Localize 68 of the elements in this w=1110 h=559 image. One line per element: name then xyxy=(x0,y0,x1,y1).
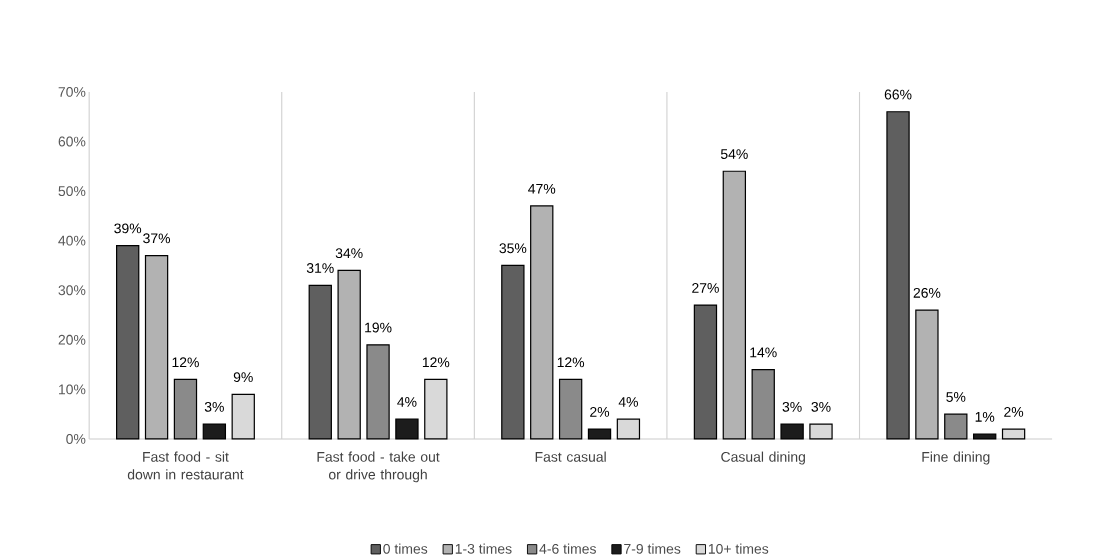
y-tick-label: 40% xyxy=(58,235,86,246)
legend-label: 0 times xyxy=(383,543,428,554)
data-label: 4% xyxy=(397,397,417,407)
data-label: 9% xyxy=(233,372,253,383)
data-label: 1% xyxy=(975,412,995,422)
data-label: 27% xyxy=(692,283,719,293)
bar xyxy=(1001,428,1026,440)
bar xyxy=(337,269,361,440)
bar xyxy=(366,344,390,440)
legend-label: 1-3 times xyxy=(455,543,512,554)
data-label: 12% xyxy=(422,357,450,368)
data-label: 26% xyxy=(913,288,941,298)
bar xyxy=(915,309,939,440)
y-tick-label: 10% xyxy=(59,384,86,395)
y-tick-label: 60% xyxy=(58,136,86,147)
bar xyxy=(308,284,332,440)
data-label: 39% xyxy=(114,223,142,234)
bar xyxy=(944,413,968,440)
legend-label: 4-6 times xyxy=(539,543,596,554)
y-tick-label: 30% xyxy=(58,285,86,296)
data-label: 4% xyxy=(618,397,638,407)
data-label: 5% xyxy=(946,392,966,403)
bar xyxy=(722,170,747,440)
bar xyxy=(558,378,583,440)
data-label: 12% xyxy=(557,357,585,368)
x-tick-label: Fast casual xyxy=(535,451,606,462)
y-tick-label: 0% xyxy=(66,434,86,445)
bar xyxy=(886,111,910,440)
y-tick-label: 50% xyxy=(58,186,86,197)
bar xyxy=(144,255,169,440)
bar xyxy=(116,245,140,440)
data-label: 12% xyxy=(172,357,199,368)
legend-label: 10+ times xyxy=(708,543,769,554)
bar xyxy=(202,423,227,440)
data-label: 3% xyxy=(782,402,802,412)
data-label: 54% xyxy=(720,149,748,160)
bar xyxy=(616,418,641,440)
bar xyxy=(751,369,775,440)
data-label: 31% xyxy=(306,263,334,274)
data-label: 66% xyxy=(884,89,912,100)
bar xyxy=(780,423,804,440)
data-label: 35% xyxy=(499,243,527,254)
data-label: 34% xyxy=(335,248,363,259)
data-label: 37% xyxy=(143,233,171,244)
x-tick-label: Fast food - sit down in restaurant xyxy=(127,451,244,480)
data-label: 3% xyxy=(811,402,831,412)
bar xyxy=(809,423,833,440)
y-tick-label: 70% xyxy=(58,87,86,97)
data-label: 47% xyxy=(528,184,556,194)
data-label: 2% xyxy=(590,407,610,417)
bar xyxy=(693,304,718,440)
bar xyxy=(173,378,198,440)
bar xyxy=(530,205,554,440)
legend-label: 7-9 times xyxy=(624,543,681,554)
data-label: 3% xyxy=(204,402,224,412)
data-label: 14% xyxy=(750,347,777,358)
bar xyxy=(587,428,612,440)
bar xyxy=(231,393,255,440)
y-tick-label: 20% xyxy=(58,335,86,345)
bar xyxy=(395,418,419,440)
x-tick-label: Casual dining xyxy=(721,451,805,465)
bar xyxy=(973,433,997,440)
data-label: 2% xyxy=(1004,407,1024,417)
x-tick-label: Fine dining xyxy=(922,451,990,465)
x-tick-label: Fast food - take out or drive through xyxy=(317,451,440,483)
bar xyxy=(501,264,525,440)
data-label: 19% xyxy=(365,322,392,333)
bar xyxy=(424,378,448,440)
